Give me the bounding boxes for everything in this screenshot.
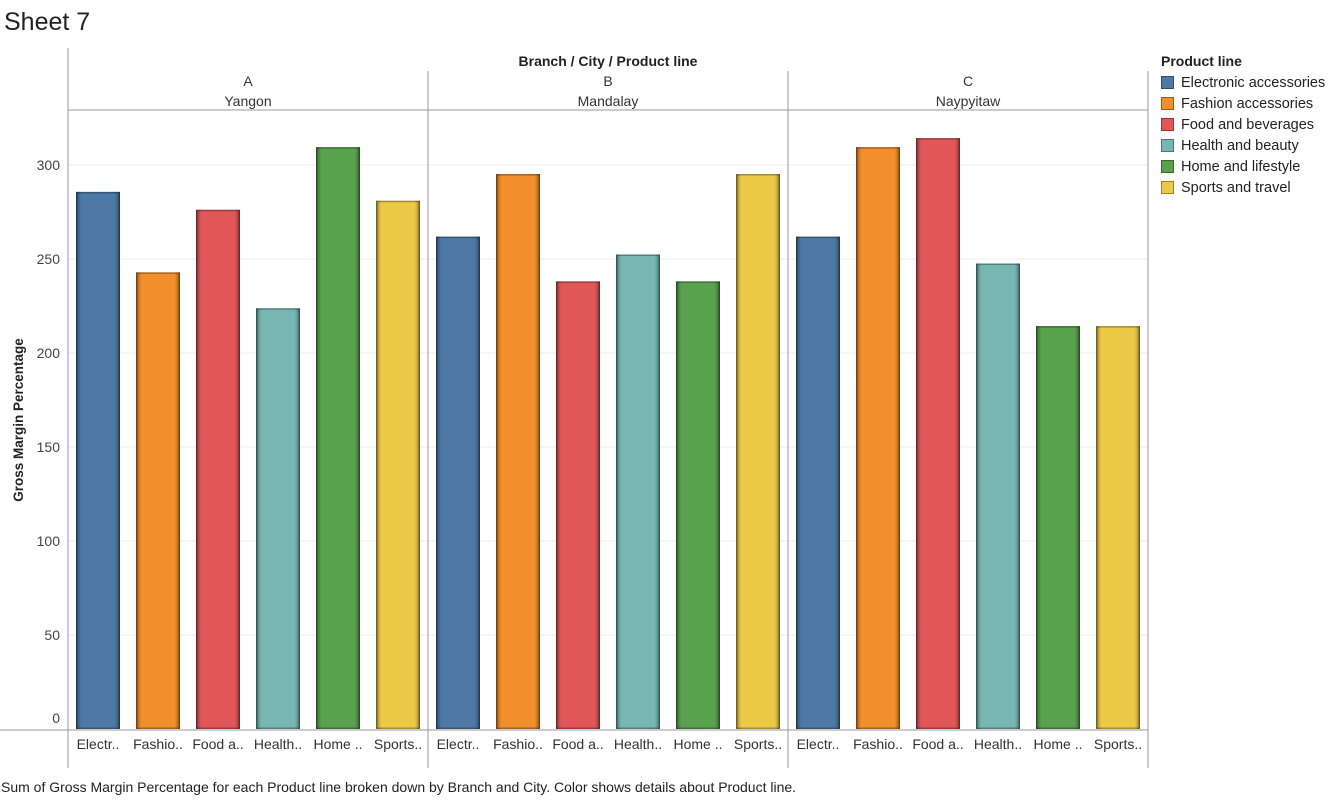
city-header: Naypyitaw bbox=[936, 93, 1001, 109]
bar-outline bbox=[316, 147, 360, 729]
y-tick-label: 200 bbox=[37, 345, 61, 361]
x-tick-label: Health.. bbox=[974, 736, 1022, 752]
legend-label: Electronic accessories bbox=[1181, 74, 1326, 91]
bar-outline bbox=[496, 174, 540, 730]
x-tick-label: Electr.. bbox=[437, 736, 480, 752]
x-tick-label: Sports.. bbox=[1094, 736, 1142, 752]
bar-shading bbox=[1036, 326, 1080, 729]
header-title: Branch / City / Product line bbox=[519, 53, 698, 69]
x-tick-label: Home .. bbox=[1033, 736, 1082, 752]
bar-outline bbox=[676, 281, 720, 729]
legend-swatch bbox=[1161, 181, 1174, 194]
bar-outline bbox=[376, 200, 420, 730]
branch-header: B bbox=[603, 73, 612, 89]
city-header: Yangon bbox=[224, 93, 271, 109]
x-tick-label: Sports.. bbox=[734, 736, 782, 752]
bar-outline bbox=[196, 209, 240, 729]
x-tick-label: Food a.. bbox=[552, 736, 603, 752]
bar-outline bbox=[556, 281, 600, 729]
bar-outline bbox=[976, 263, 1020, 729]
bar-outline bbox=[736, 174, 780, 730]
x-tick-label: Home .. bbox=[313, 736, 362, 752]
bar-shading bbox=[856, 147, 900, 729]
x-tick-label: Fashio.. bbox=[133, 736, 183, 752]
x-tick-label: Electr.. bbox=[797, 736, 840, 752]
x-tick-label: Sports.. bbox=[374, 736, 422, 752]
sheet-title: Sheet 7 bbox=[4, 8, 91, 36]
bar-shading bbox=[796, 236, 840, 730]
bar-shading bbox=[256, 308, 300, 729]
legend-label: Food and beverages bbox=[1181, 116, 1315, 133]
x-tick-label: Electr.. bbox=[77, 736, 120, 752]
x-tick-label: Fashio.. bbox=[853, 736, 903, 752]
legend-item[interactable]: Health and beauty bbox=[1161, 135, 1325, 156]
legend-item[interactable]: Sports and travel bbox=[1161, 177, 1325, 198]
bar-outline bbox=[856, 147, 900, 729]
bar-shading bbox=[556, 281, 600, 729]
bar-shading bbox=[916, 138, 960, 730]
x-tick-label: Fashio.. bbox=[493, 736, 543, 752]
bar-shading bbox=[736, 174, 780, 730]
legend-item[interactable]: Home and lifestyle bbox=[1161, 156, 1325, 177]
bar-outline bbox=[616, 254, 660, 729]
legend-label: Sports and travel bbox=[1181, 179, 1291, 196]
legend-swatch bbox=[1161, 97, 1174, 110]
legend-label: Fashion accessories bbox=[1181, 95, 1314, 112]
x-tick-label: Food a.. bbox=[192, 736, 243, 752]
bar-shading bbox=[676, 281, 720, 729]
legend-item[interactable]: Food and beverages bbox=[1161, 114, 1325, 135]
x-tick-label: Home .. bbox=[673, 736, 722, 752]
bar-shading bbox=[436, 236, 480, 730]
bar-shading bbox=[196, 209, 240, 729]
city-header: Mandalay bbox=[578, 93, 639, 109]
bar-outline bbox=[796, 236, 840, 730]
bar-outline bbox=[76, 191, 120, 730]
bar-shading bbox=[376, 200, 420, 730]
branch-header: C bbox=[963, 73, 973, 89]
branch-header: A bbox=[243, 73, 253, 89]
bar-outline bbox=[256, 308, 300, 729]
bar-outline bbox=[1036, 326, 1080, 729]
bar-shading bbox=[616, 254, 660, 729]
y-tick-label: 300 bbox=[37, 157, 61, 173]
bar-shading bbox=[496, 174, 540, 730]
color-legend: Product line Electronic accessories Fashi… bbox=[1161, 53, 1325, 198]
y-tick-label: 150 bbox=[37, 439, 61, 455]
legend-swatch bbox=[1161, 160, 1174, 173]
x-tick-label: Health.. bbox=[254, 736, 302, 752]
y-tick-label: 100 bbox=[37, 533, 61, 549]
bar-outline bbox=[136, 272, 180, 729]
legend-label: Home and lifestyle bbox=[1181, 158, 1301, 175]
x-tick-label: Food a.. bbox=[912, 736, 963, 752]
y-tick-label: 50 bbox=[44, 627, 60, 643]
y-axis-label: Gross Margin Percentage bbox=[11, 338, 26, 502]
legend-swatch bbox=[1161, 118, 1174, 131]
chart-caption: Sum of Gross Margin Percentage for each … bbox=[1, 779, 797, 795]
legend-label: Health and beauty bbox=[1181, 137, 1299, 154]
legend-swatch bbox=[1161, 76, 1174, 89]
y-tick-label: 0 bbox=[52, 710, 60, 726]
bar-shading bbox=[316, 147, 360, 729]
legend-swatch bbox=[1161, 139, 1174, 152]
bar-outline bbox=[436, 236, 480, 730]
bar-shading bbox=[76, 191, 120, 729]
legend-item[interactable]: Electronic accessories bbox=[1161, 72, 1325, 93]
bar-chart: Branch / City / Product line Gross Margin… bbox=[0, 48, 1149, 768]
x-tick-label: Health.. bbox=[614, 736, 662, 752]
legend-title: Product line bbox=[1161, 53, 1242, 69]
legend-item[interactable]: Fashion accessories bbox=[1161, 93, 1325, 114]
bar-shading bbox=[136, 272, 180, 729]
y-tick-label: 250 bbox=[37, 251, 61, 267]
bar-outline bbox=[916, 138, 960, 729]
bar-shading bbox=[1096, 326, 1140, 729]
bar-outline bbox=[1096, 326, 1140, 729]
bar-shading bbox=[976, 263, 1020, 729]
